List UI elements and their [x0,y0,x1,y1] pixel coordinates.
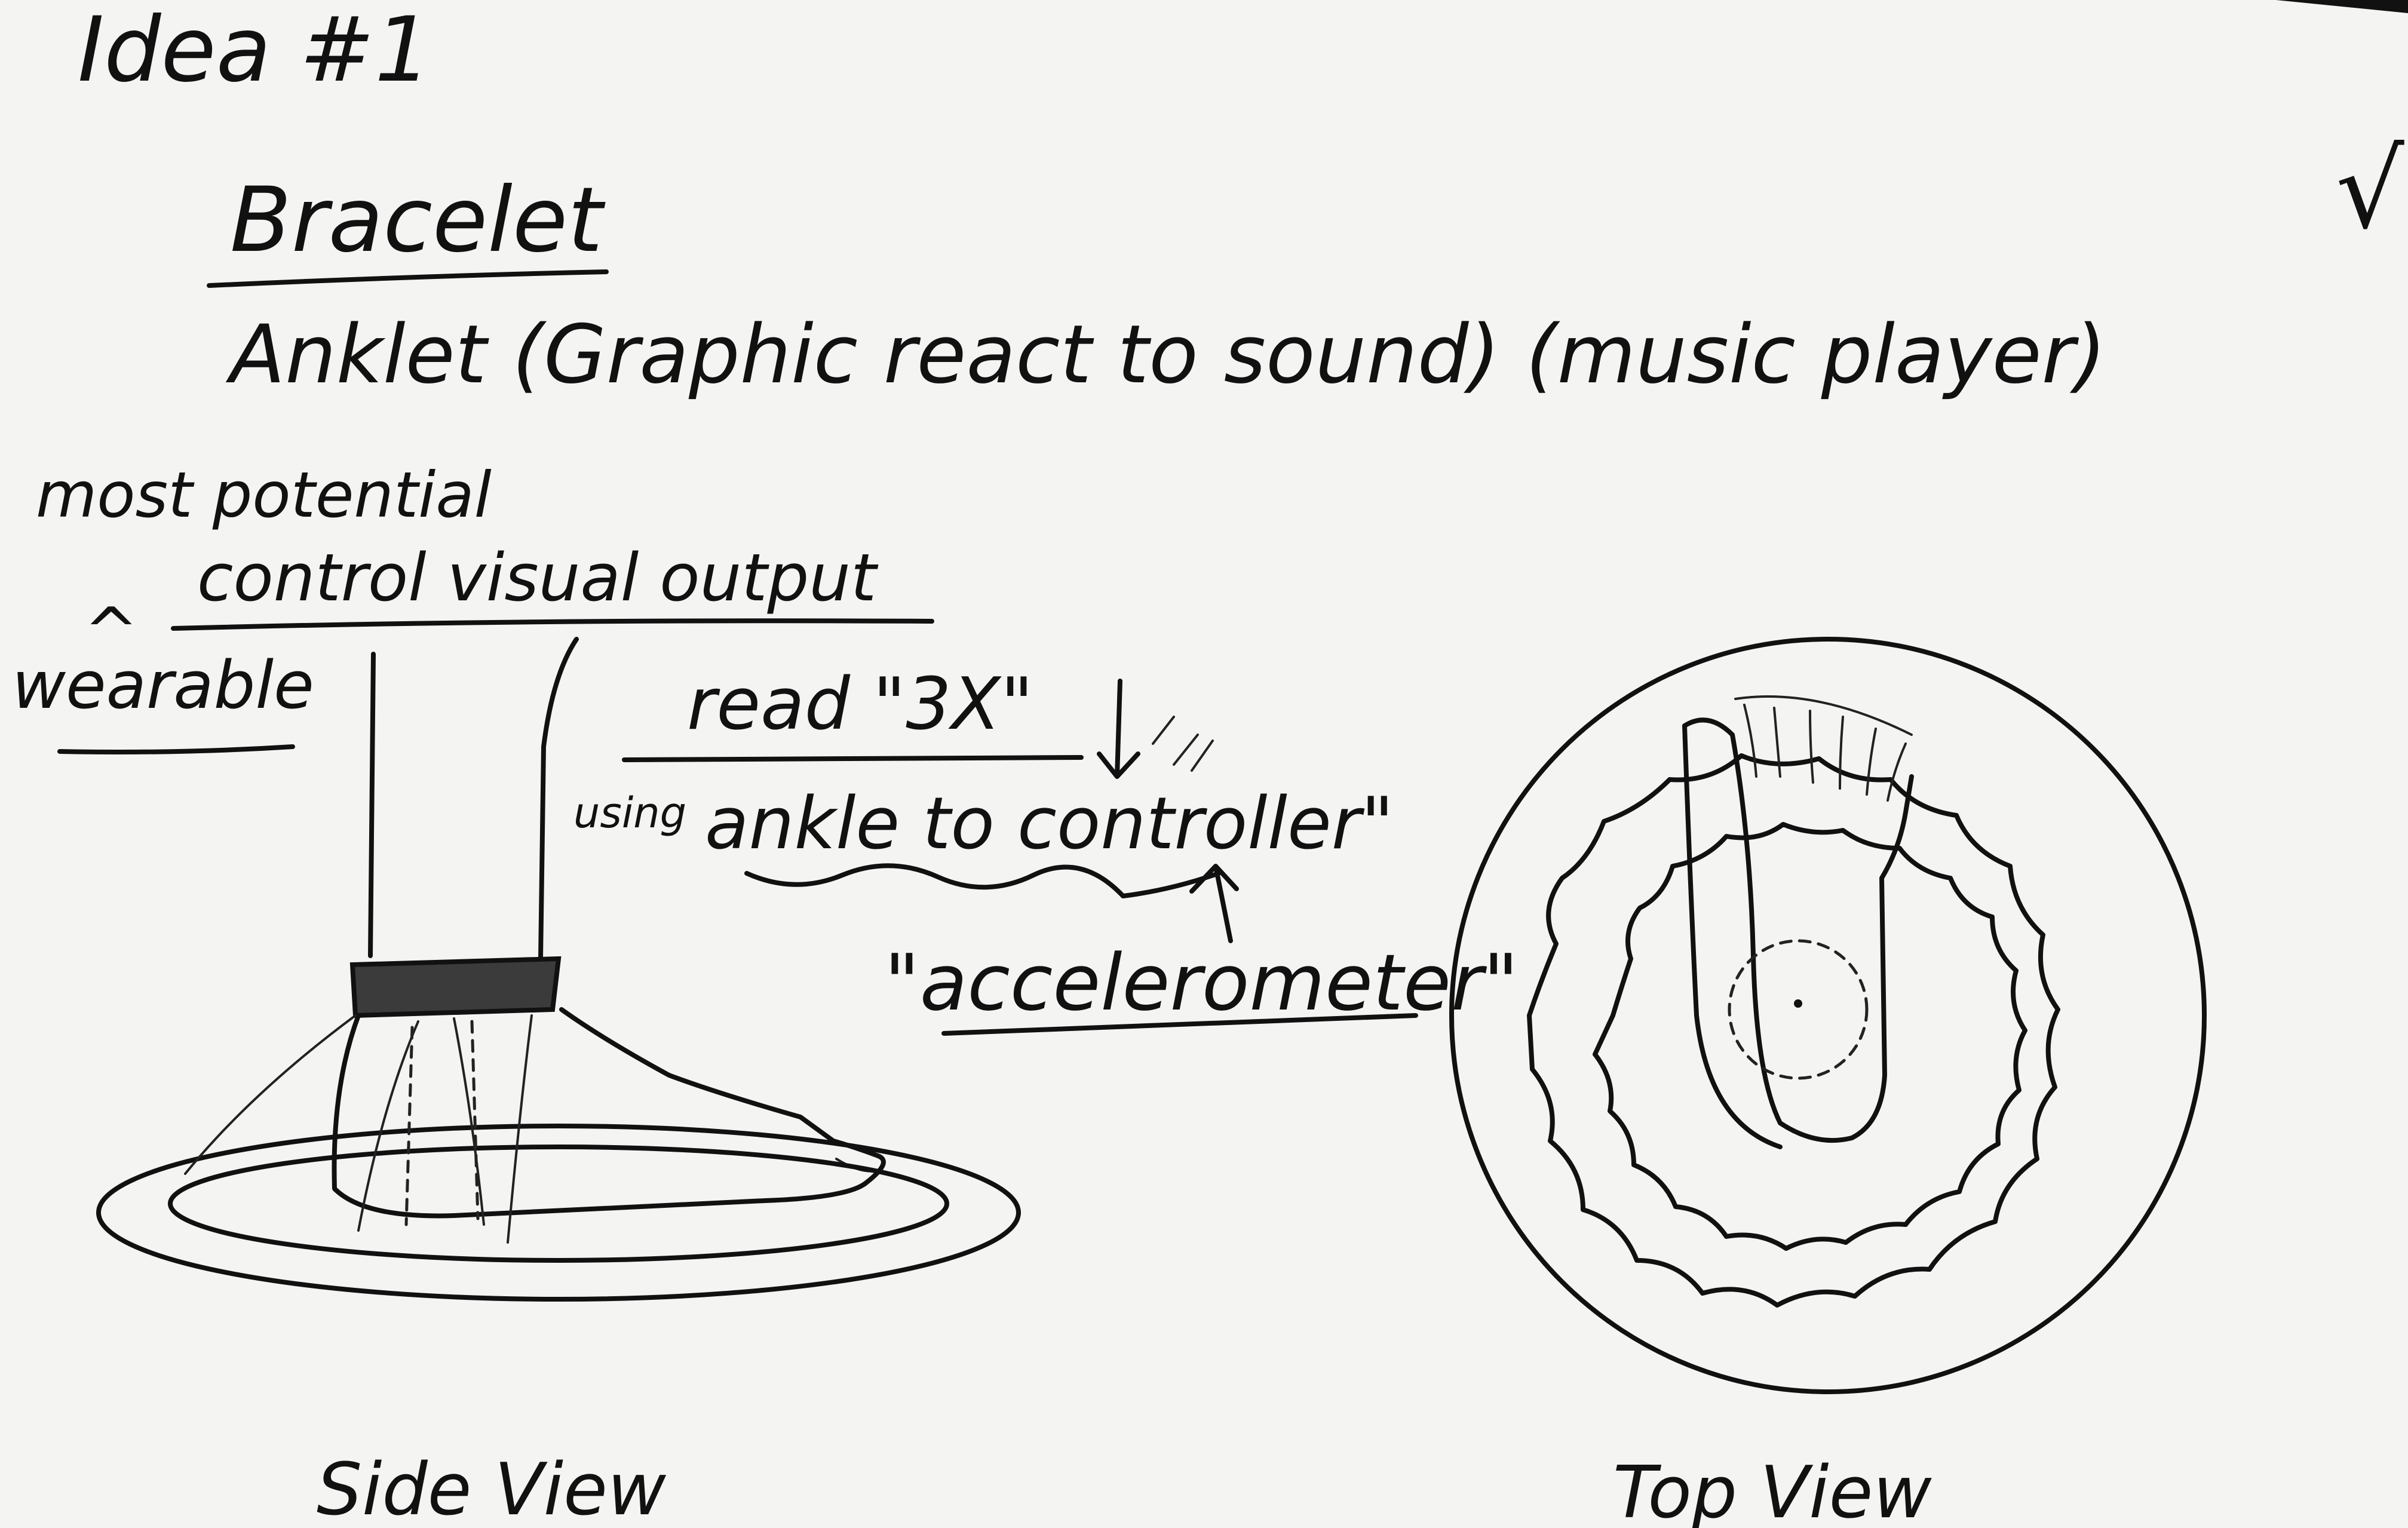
down-arrow [1097,679,1140,779]
caret-mark: ^ [84,593,139,670]
note-control-visual-output: control visual output [197,539,879,616]
note-using: using [573,788,686,837]
side-view-sketch [96,637,1021,1302]
note-most-potential: most potential [36,459,492,532]
accelerometer-underline [941,1013,1418,1036]
label-side-view: Side View [317,1449,667,1528]
check-mark: √ [2336,128,2404,253]
corner-mark [2276,0,2408,13]
arrow-ticks [1152,716,1214,772]
note-wearable: wearable [12,647,314,723]
option-anklet: Anklet (Graphic react to sound) (music p… [225,308,2106,401]
read-underline [622,755,1084,762]
up-arrow [1189,864,1239,943]
note-read-3x: read "3X" [687,663,1033,746]
control-underline [171,618,934,631]
top-view-sketch [1449,637,2207,1394]
note-ankle-to-controller: ankle to controller" [705,783,1394,866]
page-title: Idea #1 [78,0,431,102]
wavy-underline [744,863,1221,898]
wearable-underline [57,744,295,754]
label-top-view: Top View [1613,1452,1932,1528]
note-accelerometer: "accelerometer" [884,937,1519,1028]
option-bracelet: Bracelet [230,168,606,272]
bracelet-underline [207,269,609,288]
